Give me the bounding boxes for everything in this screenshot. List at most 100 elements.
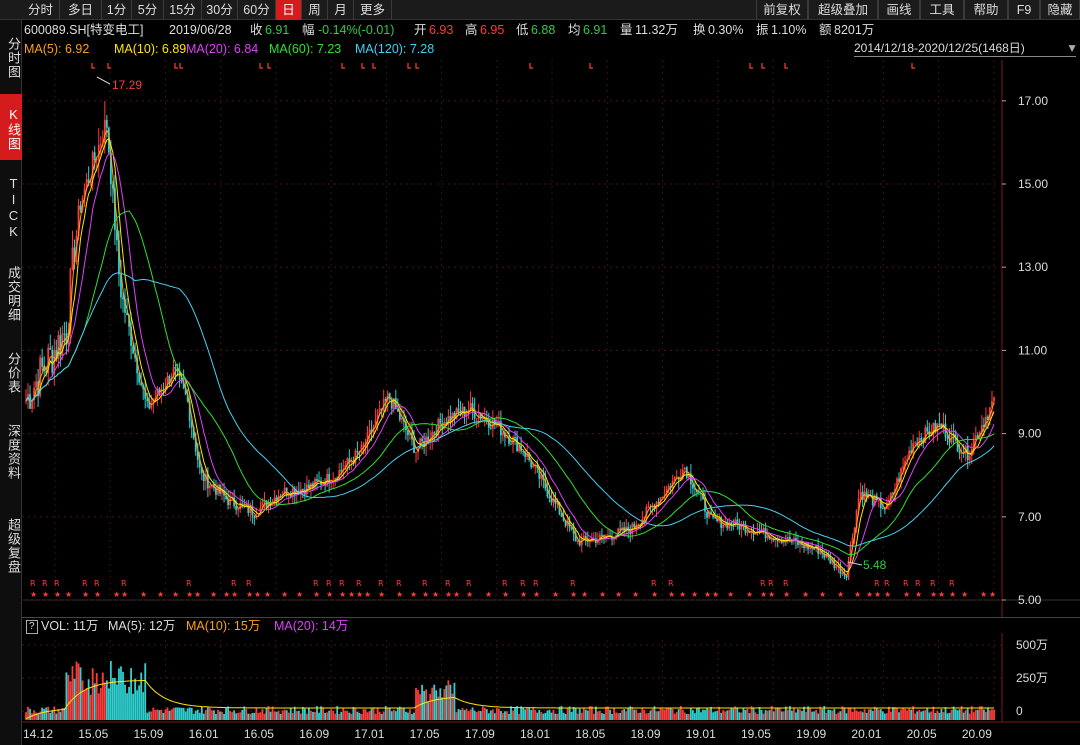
period-button-4[interactable]: 15分 (164, 0, 202, 20)
candle-body (514, 437, 516, 439)
volume-bar (186, 708, 189, 720)
tool-button-2[interactable]: 画线 (878, 0, 920, 20)
period-button-3[interactable]: 5分 (132, 0, 164, 20)
signal-star-icon: ★ (533, 590, 540, 599)
tool-button-4[interactable]: 帮助 (964, 0, 1008, 20)
candle-body (295, 490, 298, 496)
signal-r-icon: R (768, 579, 774, 588)
candle-body (704, 498, 706, 512)
volume-bar (346, 710, 349, 720)
sidebar-item-6[interactable]: 超级复盘 (6, 518, 21, 574)
volume-bar (574, 707, 577, 720)
tool-button-1[interactable]: 超级叠加 (808, 0, 878, 20)
period-button-5[interactable]: 30分 (202, 0, 238, 20)
signal-star-icon: ★ (396, 590, 403, 599)
candle-body (59, 335, 62, 356)
candle-body (229, 497, 232, 505)
time-tick-label: 17.09 (465, 727, 495, 741)
volume-bar (130, 668, 132, 720)
sidebar-item-5[interactable]: 深度资料 (6, 424, 21, 480)
period-button-10[interactable]: 更多 (354, 0, 392, 20)
volume-bar (617, 713, 620, 720)
sidebar-item-3[interactable]: 成交明细 (6, 266, 21, 322)
sidebar-item-2[interactable]: TICK (6, 176, 21, 240)
signal-star-icon: ★ (94, 590, 101, 599)
candle-body (679, 478, 682, 480)
volume-bar (332, 710, 335, 720)
volume-bar (277, 710, 280, 720)
candle-body (813, 548, 816, 550)
candle-body (683, 467, 686, 470)
ma5-line (25, 129, 995, 576)
period-button-9[interactable]: 月 (328, 0, 354, 20)
volume-bar (599, 710, 601, 720)
volume-bar (35, 712, 38, 720)
sidebar-item-4[interactable]: 分价表 (6, 352, 21, 394)
open-value: 6.93 (429, 23, 454, 37)
volume-bar (134, 678, 137, 720)
candle-body (400, 418, 403, 420)
candle-body (724, 521, 727, 525)
volume-bar (518, 713, 520, 720)
period-button-7[interactable]: 日 (276, 0, 302, 20)
volume-bar (107, 688, 110, 720)
signal-r-icon: R (313, 579, 319, 588)
volume-bar (67, 674, 70, 720)
volume-bar (73, 678, 76, 720)
candle-body (423, 441, 426, 447)
volume-bar (370, 708, 373, 720)
signal-r-icon: R (54, 579, 60, 588)
period-button-8[interactable]: 周 (302, 0, 328, 20)
candle-body (109, 152, 112, 185)
ma-legend: MA(5): 6.92 MA(10): 6.89 MA(20): 6.84 MA… (22, 40, 1080, 58)
signal-star-icon: ★ (783, 590, 790, 599)
volume-bar (556, 713, 559, 720)
tool-button-0[interactable]: 前复权 (756, 0, 808, 20)
volume-bar (368, 710, 371, 720)
tool-button-5[interactable]: F9 (1008, 0, 1040, 20)
volume-bar (473, 710, 476, 720)
period-button-1[interactable]: 多日 (60, 0, 102, 20)
signal-star-icon: ★ (949, 590, 956, 599)
candle-body (354, 450, 357, 464)
signal-star-icon: ★ (874, 590, 881, 599)
signal-star-icon: ★ (466, 590, 473, 599)
signal-star-icon: ★ (980, 590, 987, 599)
volume-bar (613, 707, 615, 720)
period-button-6[interactable]: 60分 (238, 0, 276, 20)
candle-body (728, 522, 731, 529)
candle-body (570, 527, 573, 530)
date-range-text: 2014/12/18-2020/12/25(1468日) (854, 41, 1025, 55)
volume-bar (364, 709, 367, 720)
amplitude-label: 振 (756, 23, 769, 37)
volume-value: 11.32万 (635, 23, 678, 37)
ma20-legend: MA(20): 6.84 (186, 42, 259, 56)
signal-star-icon: ★ (599, 590, 606, 599)
quote-date: 2019/06/28 (169, 23, 232, 37)
dropdown-triangle-icon[interactable]: ▼ (1066, 41, 1078, 55)
period-button-0[interactable]: 分时 (22, 0, 60, 20)
candle-body (57, 335, 60, 359)
volume-bar (128, 686, 130, 720)
volume-bar (31, 713, 33, 720)
tool-button-3[interactable]: 工具 (920, 0, 964, 20)
sidebar-item-1[interactable]: K线图 (0, 94, 22, 160)
volume-bar (279, 713, 282, 720)
volume-bar (546, 710, 549, 720)
volume-bar (53, 706, 56, 720)
volume-bar (590, 706, 593, 720)
candle-body (681, 469, 684, 479)
volume-bar (180, 707, 183, 720)
candle-body (152, 399, 155, 404)
time-tick-label: 20.01 (851, 727, 881, 741)
period-button-2[interactable]: 1分 (102, 0, 132, 20)
sidebar-item-0[interactable]: 分时图 (6, 37, 21, 79)
candle-body (910, 450, 913, 454)
volume-bar (380, 713, 383, 720)
volume-bar (485, 709, 488, 720)
candle-body (861, 491, 864, 500)
date-range-selector[interactable]: 2014/12/18-2020/12/25(1468日) ▼ (854, 40, 1078, 57)
volume-bar (225, 707, 227, 720)
candle-body (105, 119, 108, 128)
